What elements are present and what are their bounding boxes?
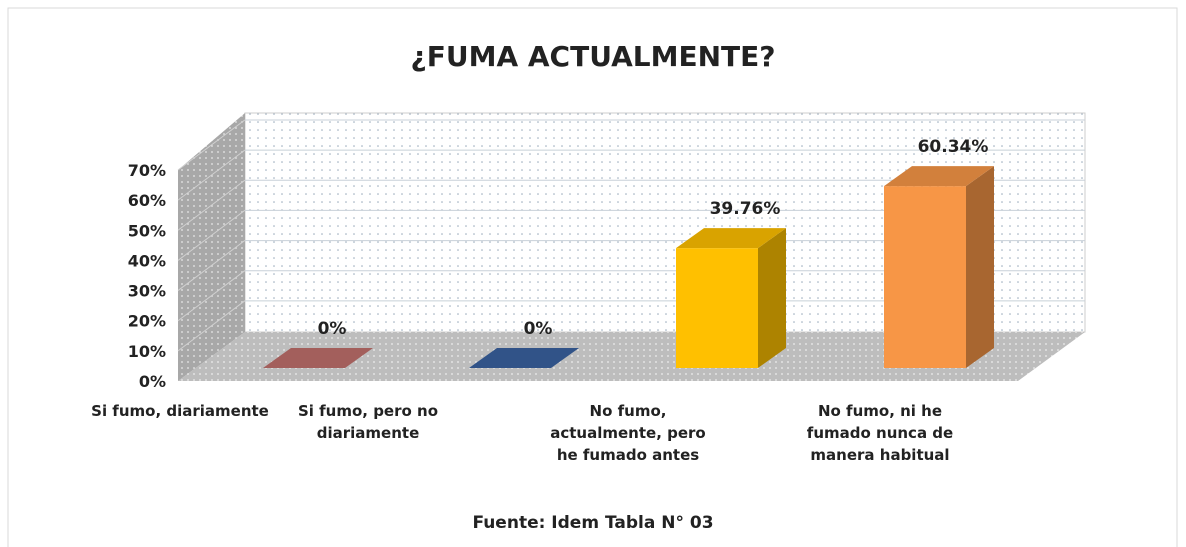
bar — [676, 248, 758, 368]
data-label: 0% — [524, 319, 553, 339]
data-label: 0% — [318, 319, 347, 339]
bar-top — [469, 348, 579, 368]
grid-line — [177, 179, 246, 231]
x-tick-label: No fumo, ni he fumado nunca de manera ha… — [806, 402, 954, 464]
side-wall — [178, 113, 245, 381]
chart-title: ¿FUMA ACTUALMENTE? — [411, 40, 776, 73]
y-tick-label: 70% — [128, 161, 166, 180]
chart-border — [7, 7, 1178, 547]
grid-line — [177, 270, 246, 322]
bar-top — [676, 228, 786, 249]
grid-line — [177, 149, 246, 201]
bar-side — [966, 166, 994, 368]
y-tick-label: 30% — [128, 282, 166, 301]
bar — [884, 186, 966, 368]
y-tick-label: 40% — [128, 251, 166, 270]
data-label: 60.34% — [918, 137, 989, 157]
y-tick-label: 0% — [139, 372, 166, 391]
bar-side — [758, 228, 786, 368]
grid-line — [177, 300, 246, 352]
bar-top — [263, 348, 373, 368]
y-tick-label: 60% — [128, 191, 166, 210]
y-tick-label: 10% — [128, 342, 166, 361]
grid-line — [177, 119, 246, 171]
x-tick-label: Si fumo, diariamente — [91, 402, 269, 420]
y-tick-label: 50% — [128, 221, 166, 240]
floor — [178, 332, 1085, 381]
x-tick-label: Si fumo, pero no diariamente — [297, 402, 439, 442]
grid-line — [177, 240, 246, 291]
x-tick-label: No fumo, actualmente, pero he fumado ant… — [550, 402, 706, 464]
bar-top — [884, 166, 994, 187]
y-tick-label: 20% — [128, 312, 166, 331]
source-note: Fuente: Idem Tabla N° 03 — [472, 513, 713, 533]
grid-line — [177, 209, 246, 261]
data-label: 39.76% — [710, 199, 781, 219]
